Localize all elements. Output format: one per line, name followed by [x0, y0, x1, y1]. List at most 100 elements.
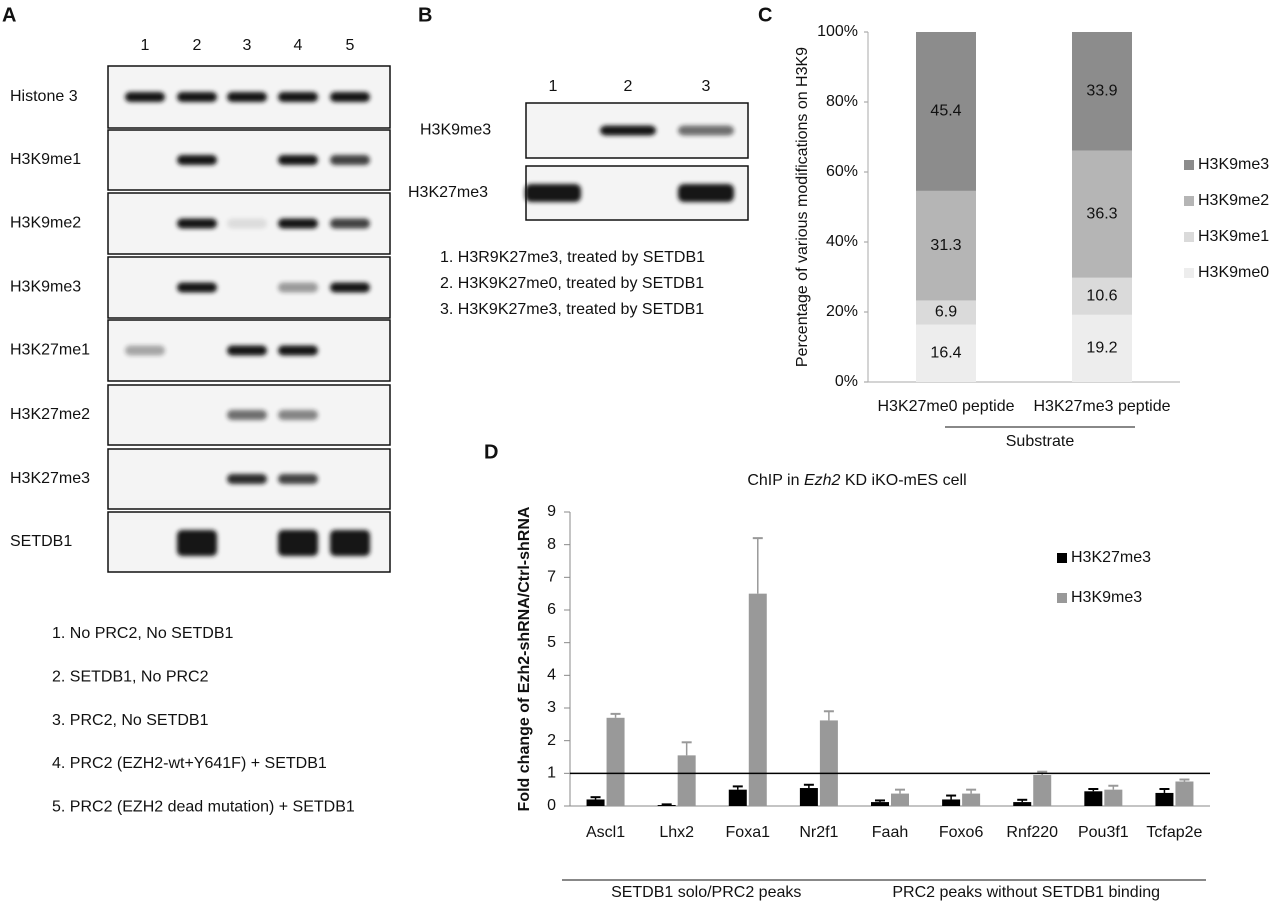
bar	[1084, 791, 1103, 806]
row-label: H3K27me2	[10, 406, 90, 423]
x-tick-label: Faah	[872, 824, 908, 841]
legend-swatch	[1057, 593, 1067, 603]
band	[278, 345, 318, 356]
bar-segment	[1072, 277, 1132, 315]
error-bar	[732, 785, 743, 790]
x-tick-label: Tcfap2e	[1146, 824, 1202, 841]
y-tick-label: 8	[547, 536, 556, 553]
title-part: KD iKO-mES cell	[840, 472, 966, 489]
data-label: 6.9	[935, 304, 957, 321]
panel-letter: B	[418, 4, 432, 26]
legend-label: H3K9me1	[1198, 228, 1269, 245]
bar	[586, 799, 605, 806]
legend-text: 3. H3K9K27me3, treated by SETDB1	[440, 301, 704, 318]
row-label: H3K9me3	[10, 279, 81, 296]
group-label: SETDB1 solo/PRC2 peaks	[611, 884, 801, 901]
y-tick-label: 4	[547, 667, 556, 684]
lane-label: 1	[549, 78, 558, 95]
x-tick-label: Lhx2	[659, 824, 694, 841]
band	[278, 474, 318, 484]
bar	[748, 593, 767, 806]
bar	[677, 755, 696, 806]
y-tick-label: 2	[547, 732, 556, 749]
legend-label: H3K9me3	[1071, 589, 1142, 606]
legend-text: 2. SETDB1, No PRC2	[52, 669, 209, 686]
bar-segment	[1072, 32, 1132, 151]
bar	[1033, 774, 1052, 806]
error-bar	[1108, 784, 1119, 790]
x-tick-label: Foxa1	[726, 824, 771, 841]
band	[227, 474, 267, 484]
y-tick-label: 80%	[826, 93, 858, 110]
x-tick-label: Rnf220	[1006, 824, 1058, 841]
x-tick-label: H3K27me0 peptide	[878, 398, 1015, 415]
legend-label: H3K9me3	[1198, 156, 1269, 173]
band	[278, 282, 318, 293]
data-label: 16.4	[930, 345, 961, 362]
error-bar	[661, 803, 672, 806]
y-tick-label: 1	[547, 765, 556, 782]
error-bar	[895, 788, 905, 794]
legend-swatch	[1184, 232, 1194, 242]
bar-segment	[916, 190, 976, 301]
row-label: H3K9me1	[10, 151, 81, 168]
band	[177, 530, 217, 556]
error-bar	[752, 537, 763, 594]
band	[227, 345, 267, 356]
x-tick-label: Foxo6	[939, 824, 984, 841]
title-part: ChIP in	[747, 472, 804, 489]
panel-letter: C	[758, 4, 772, 26]
data-label: 31.3	[930, 237, 961, 254]
band	[278, 410, 318, 420]
data-label: 19.2	[1086, 340, 1117, 357]
lane-label: 5	[346, 37, 355, 54]
y-tick-label: 7	[547, 569, 556, 586]
bar	[728, 789, 747, 806]
band	[177, 218, 217, 229]
chart-title: ChIP in Ezh2 KD iKO-mES cell	[747, 472, 966, 489]
data-label: 36.3	[1086, 205, 1117, 222]
bar	[1175, 781, 1194, 806]
y-tick-label: 0	[547, 797, 556, 814]
bar	[871, 802, 889, 806]
band	[125, 92, 165, 102]
legend-text: 3. PRC2, No SETDB1	[52, 712, 209, 729]
bar-segment	[916, 300, 976, 325]
error-bar	[1179, 778, 1190, 782]
lane-label: 3	[243, 37, 252, 54]
bar	[962, 793, 981, 806]
data-label: 45.4	[930, 103, 961, 120]
y-tick-label: 5	[547, 634, 556, 651]
bar-segment	[1072, 150, 1132, 278]
row-label: H3K27me3	[408, 184, 488, 201]
group-label: PRC2 peaks without SETDB1 binding	[892, 884, 1160, 901]
band	[600, 125, 656, 136]
legend-text: 4. PRC2 (EZH2-wt+Y641F) + SETDB1	[52, 755, 327, 772]
band	[278, 218, 318, 229]
row-label: H3K27me3	[10, 470, 90, 487]
error-bar	[803, 783, 814, 789]
bar-segment	[916, 32, 976, 191]
bar	[606, 717, 625, 806]
band	[330, 218, 370, 229]
bar	[942, 799, 961, 806]
band	[678, 125, 734, 136]
legend-text: 1. No PRC2, No SETDB1	[52, 625, 234, 642]
bar	[819, 720, 838, 806]
y-tick-label: 40%	[826, 233, 858, 250]
row-label: H3K27me1	[10, 342, 90, 359]
y-tick-label: 3	[547, 699, 556, 716]
bar	[1013, 802, 1032, 806]
row-label: H3K9me2	[10, 215, 81, 232]
y-tick-label: 9	[547, 503, 556, 520]
bar	[799, 788, 818, 806]
error-bar	[1088, 788, 1099, 792]
band	[330, 155, 370, 165]
band	[278, 155, 318, 165]
legend-swatch	[1184, 196, 1194, 206]
band	[227, 218, 267, 229]
lane-label: 1	[141, 37, 150, 54]
band	[278, 92, 318, 102]
data-label: 10.6	[1086, 287, 1117, 304]
